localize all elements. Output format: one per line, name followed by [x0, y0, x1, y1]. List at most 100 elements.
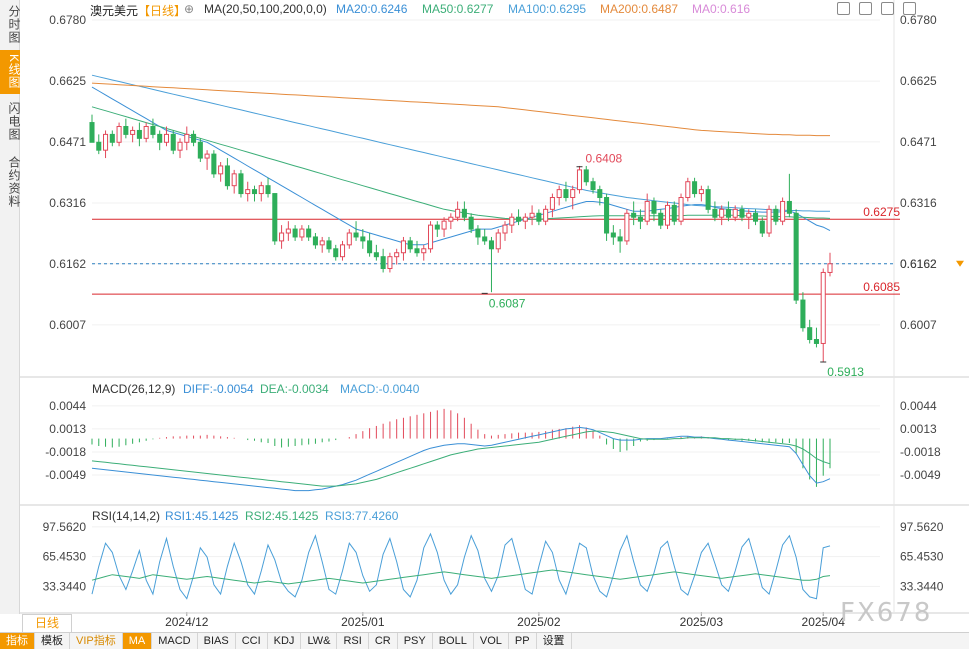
day-period-tab[interactable]: 日线 [22, 614, 72, 632]
candle-body [184, 133, 190, 143]
price-ytick-left-0: 0.6780 [49, 13, 86, 27]
candle-body [191, 133, 197, 143]
xtick-label-1: 2025/01 [341, 615, 385, 629]
candle-body [752, 212, 759, 222]
rsi-ytick-right-2: 33.3440 [900, 579, 944, 593]
candle-body [353, 232, 359, 238]
candle-body [759, 220, 765, 234]
candle-body [746, 212, 752, 218]
indicator-button-10[interactable]: CR [369, 633, 398, 649]
candle-body [204, 153, 210, 159]
xtick-label-2: 2025/02 [517, 615, 561, 629]
indicator-button-14[interactable]: PP [509, 633, 537, 649]
candle-body [468, 216, 474, 230]
fullscreen-icon[interactable] [903, 2, 916, 15]
settings-gear-icon[interactable]: ⊕ [184, 2, 195, 16]
indicator-button-9[interactable]: RSI [337, 633, 369, 649]
indicator-button-13[interactable]: VOL [474, 633, 509, 649]
candle-body [482, 236, 488, 242]
tab-intraday[interactable]: 分时图 [7, 4, 21, 44]
candle-body [245, 189, 251, 195]
annotation-label-0: 0.6408 [585, 152, 622, 166]
candle-body [312, 236, 318, 246]
macd-ytick-right-1: 0.0013 [900, 422, 937, 436]
indicator-button-7[interactable]: KDJ [268, 633, 302, 649]
candle-body [299, 228, 305, 238]
candle-body [522, 216, 528, 222]
symbol-title: 澳元美元 [90, 4, 139, 18]
candle-body [583, 169, 589, 183]
candle-body [346, 232, 352, 246]
candle-body [624, 212, 630, 242]
indicator-button-3[interactable]: MA [122, 633, 153, 649]
candle-body [570, 189, 576, 199]
candle-body [678, 197, 684, 222]
candle-body [793, 212, 799, 301]
candle-body [637, 216, 643, 222]
candle-body [96, 141, 102, 151]
candle-body [339, 244, 346, 258]
tab-flash[interactable]: 闪电图 [7, 101, 21, 141]
indicator-button-11[interactable]: PSY [398, 633, 433, 649]
ma-line-ma50 [91, 106, 831, 220]
crosshair-icon[interactable] [837, 2, 850, 15]
tab-contract-info[interactable]: 合约资料 [7, 156, 21, 208]
level-label-1: 0.6085 [863, 280, 900, 294]
candle-body [373, 252, 379, 258]
indicator-button-4[interactable]: MACD [152, 633, 198, 649]
candle-body [211, 153, 217, 175]
macd-ytick-left-0: 0.0044 [49, 399, 86, 413]
candle-body [705, 189, 711, 210]
ma200-value: MA200:0.6487 [600, 2, 679, 16]
indicator-button-2[interactable]: VIP指标 [70, 633, 123, 649]
candle-body [631, 212, 637, 218]
candle-body [563, 189, 569, 199]
candle-body [177, 141, 183, 151]
candle-body [590, 181, 596, 191]
candle-body [543, 208, 549, 222]
candle-body [780, 200, 786, 222]
candle-body [218, 165, 224, 175]
ma0-value: MA0:0.616 [692, 2, 751, 16]
rsi-param-label: RSI(14,14,2) [92, 509, 161, 523]
indicator-button-6[interactable]: CCI [236, 633, 268, 649]
indicator-button-1[interactable]: 模板 [35, 633, 70, 649]
annotation-label-1: 0.6087 [489, 296, 526, 310]
macd-ytick-right-3: -0.0049 [900, 468, 941, 482]
tab-kline[interactable]: K线图 [0, 50, 21, 94]
macd-ytick-right-0: 0.0044 [900, 399, 937, 413]
candle-body [231, 173, 237, 187]
indicator-button-8[interactable]: LW& [301, 633, 338, 649]
indicator-button-15[interactable]: 设置 [537, 633, 572, 649]
rsi-ytick-right-0: 97.5620 [900, 520, 944, 534]
price-ytick-left-5: 0.6007 [49, 318, 86, 332]
macd-line-dea [91, 430, 831, 487]
indicator-button-5[interactable]: BIAS [198, 633, 236, 649]
candle-body [421, 248, 427, 254]
candle-body [434, 224, 440, 230]
candle-body [732, 208, 738, 218]
macd-ytick-left-2: -0.0018 [45, 445, 86, 459]
indicator-button-0[interactable]: 指标 [0, 633, 35, 649]
zoom-in-icon[interactable] [859, 2, 872, 15]
candle-body [604, 197, 610, 234]
zoom-out-icon[interactable] [881, 2, 894, 15]
candle-body [529, 212, 535, 218]
price-ytick-right-4: 0.6162 [900, 257, 937, 271]
candle-body [576, 169, 583, 191]
candle-body [651, 200, 657, 214]
macd-line-diff [91, 426, 831, 492]
price-ytick-left-2: 0.6471 [49, 135, 86, 149]
candle-body [786, 200, 792, 214]
candle-body [333, 248, 339, 258]
ma20-value: MA20:0.6246 [336, 2, 408, 16]
chart-canvas[interactable]: 0.6780 0.6780 0.6625 0.6625 0.6471 0.6471 0.63… [20, 0, 969, 632]
indicator-button-12[interactable]: BOLL [433, 633, 474, 649]
ma50-value: MA50:0.6277 [422, 2, 494, 16]
candle-body [414, 248, 420, 254]
price-ytick-right-5: 0.6007 [900, 318, 937, 332]
candle-body [448, 216, 454, 222]
candle-body [272, 193, 278, 242]
candle-body [150, 126, 156, 135]
rsi-ytick-right-1: 65.4530 [900, 550, 944, 564]
